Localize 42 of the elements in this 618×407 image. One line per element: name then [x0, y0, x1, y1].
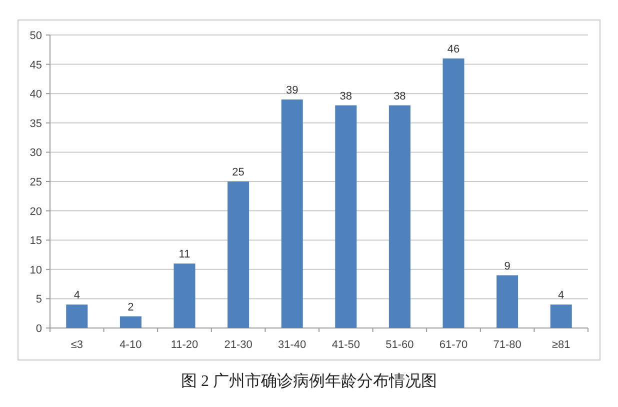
- bar: [550, 304, 572, 328]
- y-tick-label: 45: [30, 59, 42, 72]
- y-tick-label: 40: [30, 88, 42, 101]
- x-tick-label: 61-70: [439, 339, 468, 351]
- data-label: 38: [394, 90, 406, 102]
- x-tick-label: 71-80: [493, 339, 522, 351]
- data-label: 46: [447, 43, 460, 56]
- y-tick-label: 10: [30, 264, 42, 276]
- data-label: 2: [128, 301, 134, 314]
- bar: [120, 316, 142, 328]
- bar: [496, 275, 518, 328]
- data-label: 9: [504, 260, 510, 272]
- y-tick-label: 30: [30, 147, 42, 160]
- y-tick-label: 50: [30, 30, 42, 42]
- x-tick-label: ≥81: [552, 339, 570, 351]
- data-label: 38: [340, 90, 352, 102]
- x-tick-label: 41-50: [332, 339, 360, 351]
- y-tick-label: 25: [30, 176, 42, 188]
- x-tick-label: 51-60: [386, 339, 414, 351]
- bar: [66, 304, 88, 328]
- text: 图 2 广州市确诊病例年龄分布情况图: [181, 372, 437, 390]
- x-tick-label: ≤3: [70, 339, 83, 351]
- y-tick-label: 0: [36, 323, 42, 335]
- data-label: 4: [74, 290, 80, 302]
- x-tick-label: 31-40: [278, 339, 306, 351]
- x-tick-label: 4-10: [120, 339, 142, 351]
- y-tick-label: 20: [30, 206, 42, 218]
- data-label: 4: [558, 290, 564, 302]
- y-tick-label: 15: [30, 235, 42, 248]
- bar: [174, 264, 196, 328]
- x-tick-label: 21-30: [224, 339, 252, 351]
- bar: [442, 58, 464, 328]
- bar: [388, 105, 410, 328]
- data-label: 25: [232, 166, 244, 178]
- x-tick-label: 11-20: [170, 339, 198, 351]
- data-label: 11: [178, 248, 190, 261]
- bar: [281, 99, 303, 328]
- bar: [335, 105, 357, 328]
- bar: [228, 182, 250, 328]
- y-tick-label: 5: [36, 294, 42, 306]
- data-label: 39: [286, 84, 298, 96]
- y-tick-label: 35: [30, 118, 42, 130]
